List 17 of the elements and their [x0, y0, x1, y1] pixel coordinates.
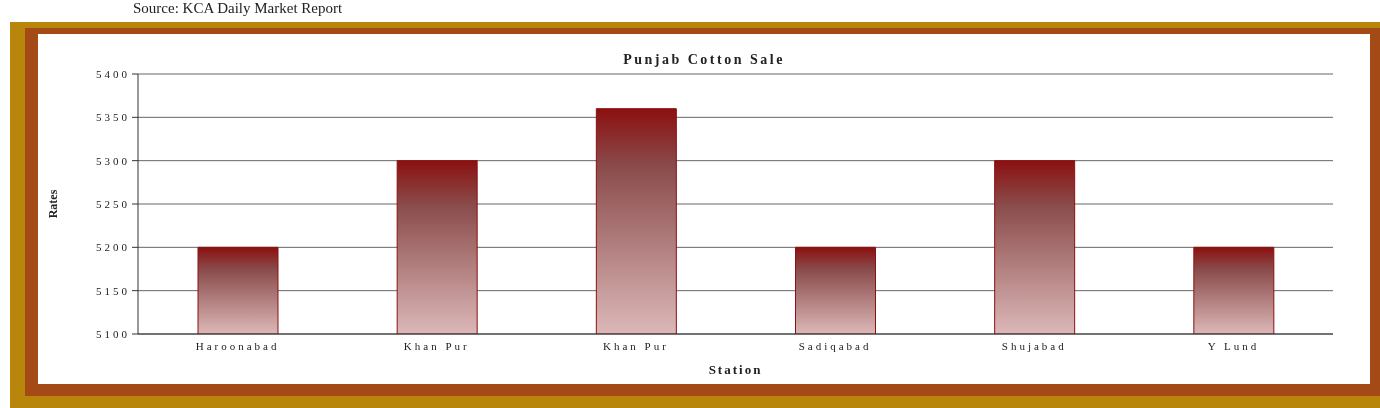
y-axis-title: Rates: [46, 189, 61, 219]
y-tick-label: 5350: [96, 111, 130, 124]
chart-title: Punjab Cotton Sale: [622, 52, 786, 68]
x-tick-label: Khan Pur: [403, 339, 470, 352]
y-tick-label: 5300: [96, 154, 130, 167]
x-tick-label: Sadiqabad: [798, 339, 872, 352]
x-tick-label: Shujabad: [1001, 339, 1067, 352]
y-tick-label: 5100: [96, 327, 130, 340]
x-axis-title: Station: [708, 362, 763, 377]
y-tick-label: 5250: [96, 197, 130, 210]
y-tick-label: 5200: [96, 241, 130, 254]
source-note: Source: KCA Daily Market Report: [133, 0, 343, 17]
x-tick-label: Y Lund: [1207, 339, 1260, 352]
x-tick-label: Haroonabad: [195, 339, 280, 352]
y-tick-label: 5150: [96, 284, 130, 297]
x-tick-label: Khan Pur: [602, 339, 669, 352]
y-tick-label: 5400: [96, 67, 130, 80]
